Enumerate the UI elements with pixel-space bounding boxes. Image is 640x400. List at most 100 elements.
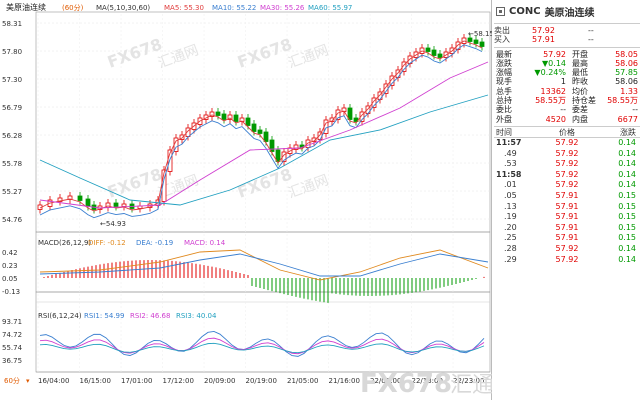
stat-row: 总持 58.55万 持仓差 58.55万 [494, 96, 640, 105]
trade-change: 0.15 [618, 201, 636, 211]
candle-body [227, 114, 233, 120]
period-selector[interactable]: 60分 [4, 376, 20, 385]
stat-value: -- [632, 105, 638, 115]
trade-row: .29 57.92 0.14 [494, 255, 640, 266]
trade-row: .05 57.91 0.15 [494, 191, 640, 202]
trade-price: 57.92 [555, 148, 579, 158]
watermark: 汇通网 [286, 172, 331, 201]
trade-change: 0.14 [618, 243, 636, 253]
candle-body [359, 111, 365, 122]
macd-tick: 0.42 [2, 249, 18, 257]
stat-row: 现手 1 昨收 58.06 [494, 77, 640, 86]
candle-body [85, 198, 91, 207]
time-tick: 17/01:00 [121, 377, 152, 385]
trade-price: 57.92 [555, 180, 579, 190]
rsi-value: RSI1: 54.99 [84, 312, 124, 320]
rsi3-line [39, 342, 485, 354]
stats-table: 最新 57.92 开盘 58.05 涨跌 ▼0.14 最高 58.06 涨幅 ▼0.24% 最低 57… [494, 48, 640, 127]
stat-label: 最低 [572, 68, 588, 78]
candle-body [263, 131, 269, 142]
trade-time: .28 [504, 243, 517, 253]
stat-value: -- [560, 105, 566, 115]
trade-change: 0.14 [618, 148, 636, 158]
stat-value: 58.55万 [535, 96, 566, 106]
ma60-line [39, 94, 489, 206]
trade-row: .53 57.92 0.14 [494, 159, 640, 170]
stat-value: 58.06 [615, 58, 638, 68]
stat-value: 57.92 [543, 49, 566, 59]
time-tick: 21/05:00 [287, 377, 318, 385]
trades-list: 11:57 57.92 0.14.49 57.92 0.14.53 57.92 0.14 11… [494, 138, 640, 265]
rsi2-line [39, 337, 485, 355]
stat-value: 58.06 [615, 77, 638, 87]
watermark: FX678 [235, 35, 295, 72]
watermark-large: 汇通网 [450, 373, 492, 398]
stat-row: 委比 -- 委差 -- [494, 105, 640, 114]
trade-time: .53 [504, 159, 517, 169]
trade-change: 0.15 [618, 222, 636, 232]
macd-tick: 0.05 [2, 275, 18, 283]
price-tick: 56.79 [2, 104, 22, 112]
rsi-tick: 55.74 [2, 344, 23, 352]
candle-body [233, 114, 239, 122]
trade-time: .13 [504, 201, 517, 211]
stat-label: 涨幅 [496, 68, 512, 78]
trade-time: .19 [504, 212, 517, 222]
price-tick: 54.76 [2, 216, 23, 224]
trade-change: 0.14 [618, 159, 636, 169]
candle-body [77, 195, 83, 201]
checkbox-icon[interactable] [496, 7, 505, 16]
stat-value: 13362 [540, 86, 566, 96]
trade-row: .25 57.91 0.15 [494, 233, 640, 244]
candle-body [431, 49, 437, 56]
trade-time: .05 [504, 190, 517, 200]
price-tick: 55.27 [2, 188, 22, 196]
trade-price: 57.91 [555, 233, 579, 243]
candle-body [67, 195, 73, 200]
stat-label: 委比 [496, 105, 512, 115]
trade-row: 11:58 57.92 0.14 [494, 170, 640, 181]
candle-body [455, 41, 461, 50]
sell-price: 57.92 [532, 26, 555, 35]
price-tick: 57.80 [2, 48, 22, 56]
candle-body [209, 111, 215, 117]
quote-code: CONC [509, 6, 541, 17]
candle-body [371, 97, 377, 108]
candle-body [275, 149, 281, 162]
trade-row: .19 57.91 0.15 [494, 212, 640, 223]
bid-ask-section: 卖出 57.92 -- 买入 57.91 -- [494, 24, 640, 48]
trade-change: 0.15 [618, 190, 636, 200]
stat-value: 4520 [545, 114, 566, 124]
trade-row: .13 57.91 0.15 [494, 202, 640, 213]
stat-label: 现手 [496, 77, 512, 87]
stat-value: ▼0.14 [542, 58, 566, 68]
trade-time: .49 [504, 148, 517, 158]
ma10-line [39, 44, 483, 219]
stat-row: 涨跌 ▼0.14 最高 58.06 [494, 59, 640, 68]
stat-value: 58.55万 [607, 96, 638, 106]
watermark-large: FX678 [360, 369, 452, 399]
trade-price: 57.92 [555, 254, 579, 264]
candle-body [473, 39, 479, 44]
chart-canvas[interactable]: 美原油连续 (60分) MA(5,10,30,60) MA5: 55.30 MA10: … [0, 0, 492, 400]
trades-header: 时间 价格 涨跌 [494, 127, 640, 138]
panel-frame [35, 291, 491, 373]
trade-price: 57.91 [555, 222, 579, 232]
stat-value: 1 [560, 77, 566, 87]
stat-label: 涨跌 [496, 58, 512, 68]
trade-price: 57.92 [555, 169, 579, 179]
watermark: FX678 [105, 165, 165, 202]
rsi-value: RSI3: 40.04 [176, 312, 217, 320]
rsi-tick: 36.75 [2, 357, 22, 365]
candle-body [57, 197, 63, 202]
stat-value: 6677 [617, 114, 638, 124]
candle-body [293, 144, 299, 150]
trade-row: .49 57.92 0.14 [494, 149, 640, 160]
kline-chart[interactable]: 美原油连续 (60分) MA(5,10,30,60) MA5: 55.30 MA10: … [0, 0, 492, 400]
stat-label: 均价 [572, 86, 588, 96]
trade-price: 57.92 [555, 243, 579, 253]
trade-time: .01 [504, 180, 517, 190]
candle-body [269, 139, 275, 152]
time-tick: 16/15:00 [80, 377, 111, 385]
macd-tick: -0.13 [2, 288, 20, 296]
